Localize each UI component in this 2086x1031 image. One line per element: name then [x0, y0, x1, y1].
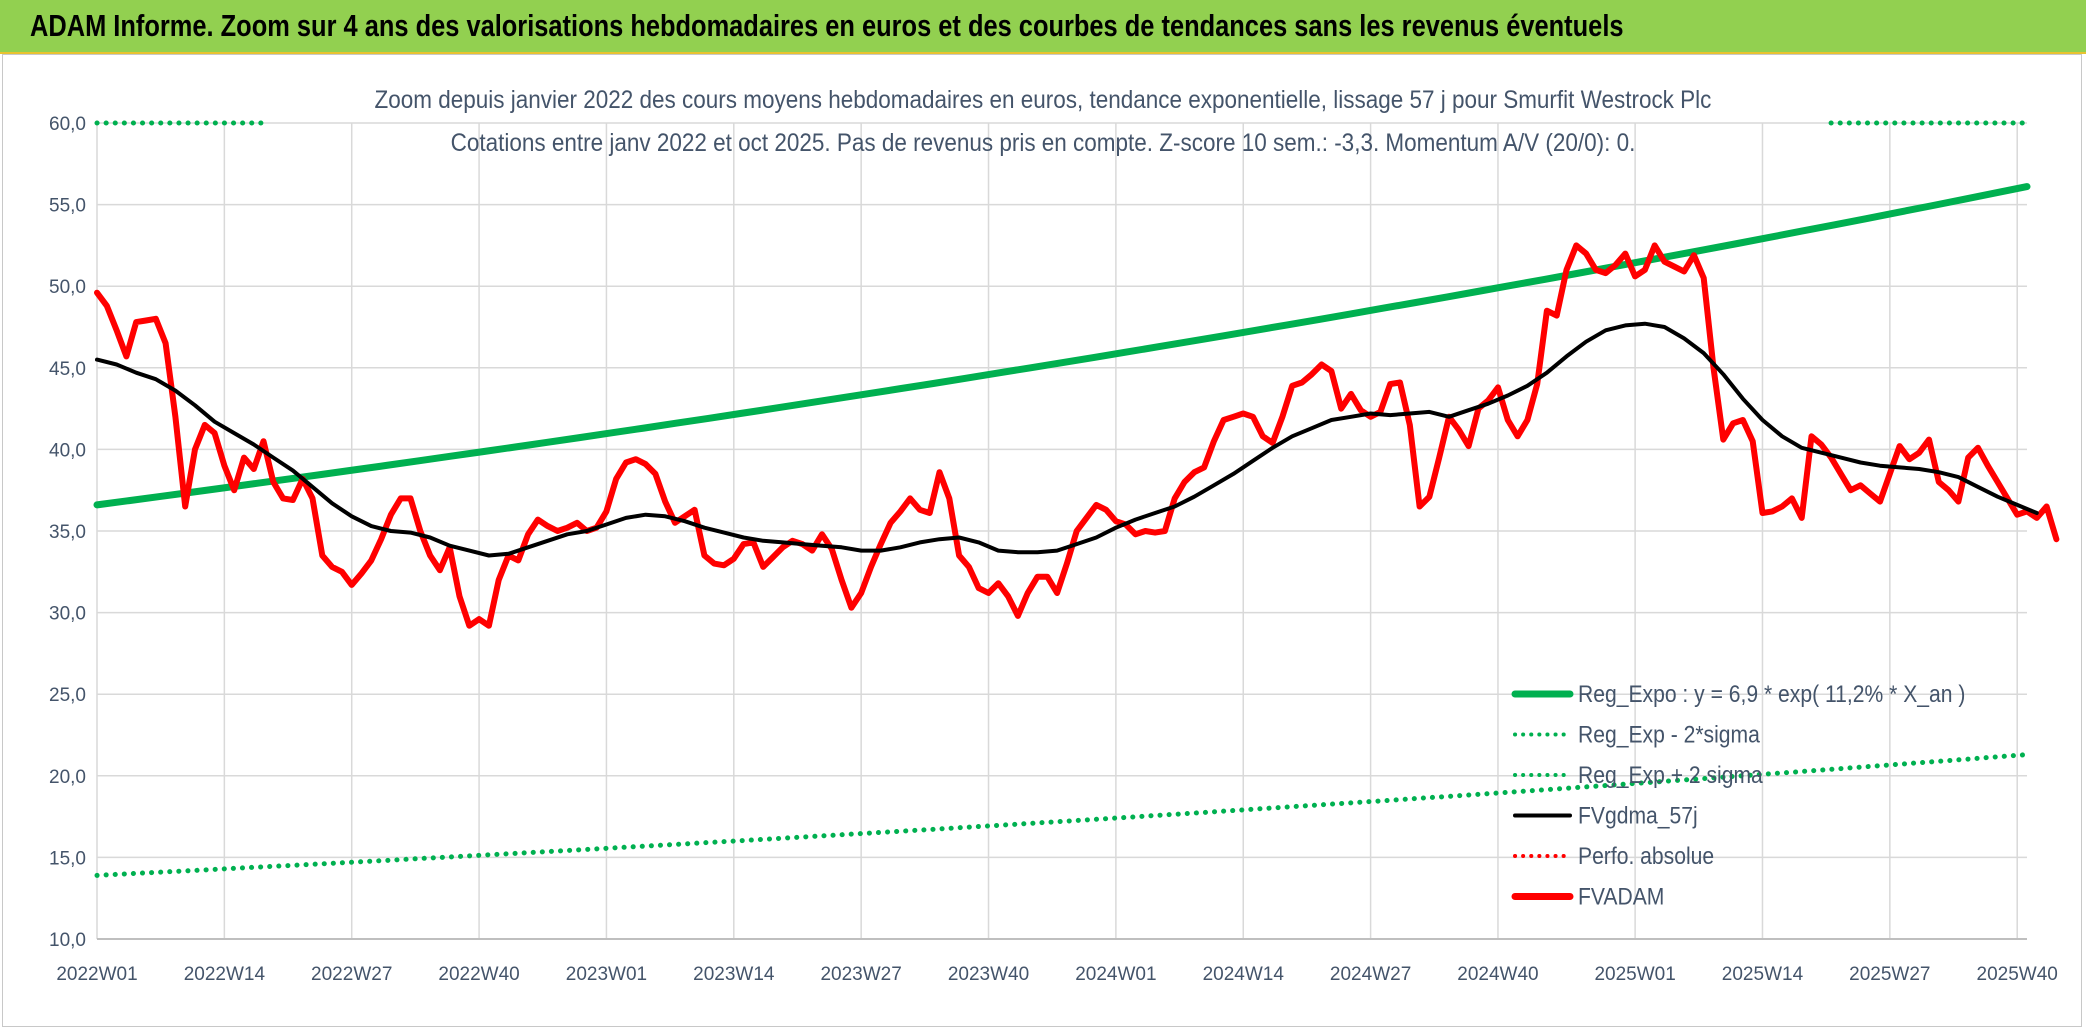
- y-tick-label: 60,0: [49, 114, 86, 135]
- x-tick-label: 2023W27: [820, 964, 901, 985]
- chart-subtitle: Cotations entre janv 2022 et oct 2025. P…: [451, 129, 1636, 157]
- x-tick-label: 2023W14: [693, 964, 775, 985]
- x-tick-label: 2025W27: [1849, 964, 1930, 985]
- x-tick-label: 2023W40: [948, 964, 1029, 985]
- fvgdma-57j-line: [95, 321, 2039, 558]
- banner-title: ADAM Informe. Zoom sur 4 ans des valoris…: [30, 8, 1624, 43]
- legend-label: FVgdma_57j: [1578, 802, 1698, 829]
- legend-label: Reg_Exp - 2*sigma: [1578, 721, 1760, 748]
- legend-label: Perfo. absolue: [1578, 843, 1714, 870]
- x-tick-label: 2025W40: [1977, 964, 2058, 985]
- x-tick-label: 2022W01: [56, 964, 137, 985]
- x-tick-label: 2024W14: [1203, 964, 1285, 985]
- x-tick-label: 2022W27: [311, 964, 392, 985]
- series-lines: [93, 120, 2060, 878]
- x-tick-label: 2024W27: [1330, 964, 1411, 985]
- x-tick-label: 2024W01: [1075, 964, 1156, 985]
- x-tick-label: 2024W40: [1457, 964, 1538, 985]
- y-axis-tick-labels: 10,0 15,0 20,0 25,0 30,0 35,0 40,0 45,0 50,0 55,0…: [49, 114, 86, 951]
- y-tick-label: 10,0: [49, 930, 86, 951]
- reg-expo-line: [93, 183, 2031, 509]
- x-tick-label: 2022W14: [184, 964, 266, 985]
- x-tick-label: 2025W14: [1722, 964, 1804, 985]
- x-axis-tick-labels: 2022W01 2022W14 2022W27 2022W40 2023W01 2023W…: [56, 964, 2058, 985]
- y-tick-label: 40,0: [49, 440, 86, 461]
- x-tick-label: 2023W01: [566, 964, 647, 985]
- fvadam-line: [94, 242, 2060, 629]
- y-tick-label: 35,0: [49, 522, 86, 543]
- legend: Reg_Expo : y = 6,9 * exp( 11,2% * X_an )…: [1511, 681, 1965, 910]
- reg-exp-minus-2sigma-line: [94, 752, 2030, 878]
- legend-label: Reg_Expo : y = 6,9 * exp( 11,2% * X_an ): [1578, 681, 1965, 708]
- chart-title: Zoom depuis janvier 2022 des cours moyen…: [375, 86, 1712, 114]
- y-tick-label: 30,0: [49, 604, 86, 625]
- y-tick-label: 45,0: [49, 359, 86, 380]
- x-tick-label: 2025W01: [1594, 964, 1675, 985]
- y-tick-label: 50,0: [49, 277, 86, 298]
- y-tick-label: 20,0: [49, 767, 86, 788]
- y-tick-label: 55,0: [49, 196, 86, 217]
- y-tick-label: 25,0: [49, 685, 86, 706]
- x-tick-label: 2022W40: [438, 964, 519, 985]
- y-tick-label: 15,0: [49, 848, 86, 869]
- chart-frame: [2, 54, 2082, 1027]
- legend-label: Reg_Exp + 2 sigma: [1578, 762, 1763, 789]
- gridlines: [96, 122, 2027, 940]
- header-banner: ADAM Informe. Zoom sur 4 ans des valoris…: [0, 0, 2086, 54]
- legend-label: FVADAM: [1578, 883, 1664, 910]
